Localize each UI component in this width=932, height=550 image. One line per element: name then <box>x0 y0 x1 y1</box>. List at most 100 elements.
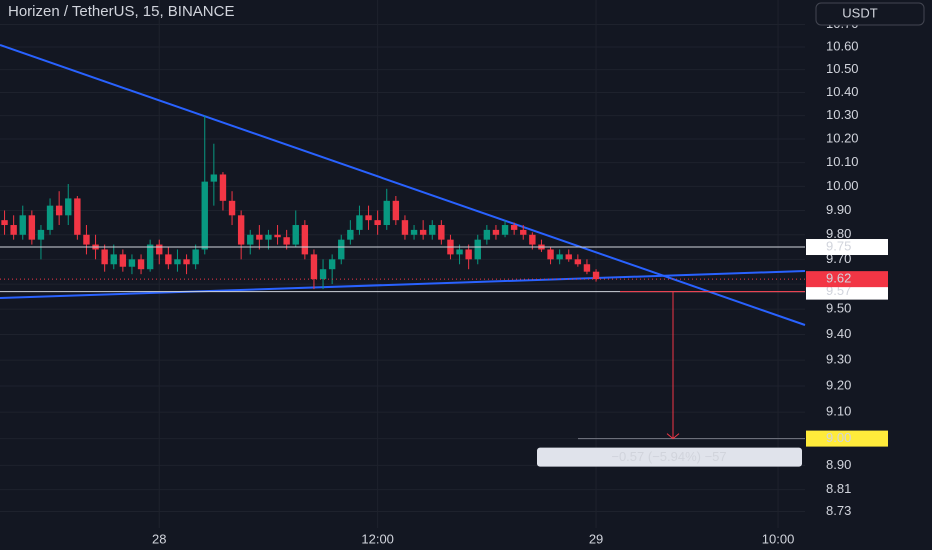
candle-body <box>37 229 45 240</box>
y-tick-label: 8.90 <box>826 457 851 472</box>
candle-body <box>483 229 491 240</box>
candle-body <box>146 244 154 270</box>
candle-body <box>456 249 463 255</box>
candle-body <box>419 229 427 235</box>
y-tick-label: 9.30 <box>826 352 851 367</box>
candle-body <box>529 234 536 245</box>
candle-body <box>201 181 208 250</box>
measure-label: −0.57 (−5.94%) −57 <box>611 449 726 464</box>
y-tick-label: 10.60 <box>826 38 859 53</box>
y-tick-label: 9.20 <box>826 377 851 392</box>
candle-body <box>192 249 199 265</box>
candle-body <box>465 249 472 260</box>
price-label: 9.00 <box>826 430 851 445</box>
candle-body <box>520 229 527 235</box>
candle-body <box>501 225 509 235</box>
candle-body <box>319 269 327 280</box>
x-tick-label: 10:00 <box>762 531 795 546</box>
candle-body <box>55 205 63 216</box>
candle-body <box>65 198 72 216</box>
y-tick-label: 9.40 <box>826 326 851 341</box>
candle-body <box>429 225 436 235</box>
candle-body <box>237 215 245 245</box>
candle-body <box>74 198 81 235</box>
candle-body <box>574 259 582 265</box>
candle-body <box>19 215 26 235</box>
y-tick-label: 9.80 <box>826 226 851 241</box>
candle-body <box>510 225 518 230</box>
y-tick-label: 10.50 <box>826 61 859 76</box>
candles <box>1 115 600 290</box>
trend-line <box>0 44 806 326</box>
currency-button[interactable] <box>815 2 925 26</box>
candle-body <box>137 259 145 270</box>
candle-body <box>10 225 17 235</box>
annotations: 10.7010.6010.5010.4010.3010.2010.1010.00… <box>0 16 888 546</box>
price-box <box>806 271 888 288</box>
candle-body <box>283 237 290 245</box>
price-box <box>806 239 888 256</box>
price-label: 9.75 <box>826 238 851 253</box>
y-tick-label: 10.00 <box>826 178 859 193</box>
candle-body <box>165 254 172 265</box>
candle-body <box>492 229 500 235</box>
candle-body <box>183 259 190 265</box>
candle-body <box>210 174 218 182</box>
y-tick-label: 9.90 <box>826 202 851 217</box>
candle-body <box>128 259 136 267</box>
candle-body <box>292 225 299 245</box>
measure-box <box>537 447 802 467</box>
candle-body <box>1 220 8 226</box>
candle-body <box>583 264 591 272</box>
y-tick-label: 8.73 <box>826 503 851 518</box>
y-tick-label: 10.10 <box>826 154 859 169</box>
candle-body <box>410 229 418 235</box>
candle-body <box>547 249 554 260</box>
x-tick-label: 12:00 <box>361 531 394 546</box>
candle-body <box>328 259 336 270</box>
arrow-head <box>666 433 680 440</box>
candle-body <box>401 220 409 235</box>
candle-body <box>156 244 163 255</box>
candle-body <box>565 254 572 260</box>
candle-body <box>474 239 481 260</box>
candle-body <box>274 234 281 238</box>
candle-body <box>256 234 263 240</box>
candle-body <box>28 215 36 240</box>
y-tick-label: 10.20 <box>826 130 859 145</box>
candle-body <box>356 215 363 230</box>
candle-body <box>438 225 445 240</box>
candle-body <box>228 200 236 216</box>
price-box <box>806 283 888 300</box>
chart-title: Horizen / TetherUS, 15, BINANCE <box>8 3 234 20</box>
candle-body <box>383 200 390 226</box>
y-tick-label: 10.40 <box>826 84 859 99</box>
candle-body <box>174 259 181 265</box>
candle-body <box>392 200 400 221</box>
candle-body <box>592 271 600 280</box>
currency-label[interactable]: USDT <box>842 5 877 20</box>
candle-body <box>310 254 318 280</box>
price-box <box>806 430 888 447</box>
y-tick-label: 9.10 <box>826 404 851 419</box>
candle-body <box>110 254 117 265</box>
y-tick-label: 8.81 <box>826 481 851 496</box>
price-label: 9.62 <box>826 271 851 286</box>
candle-body <box>265 234 272 240</box>
candle-body <box>365 215 372 221</box>
candle-body <box>247 234 254 245</box>
candle-body <box>556 254 563 260</box>
candle-body <box>301 225 309 255</box>
candle-body <box>83 234 90 245</box>
y-tick-label: 10.30 <box>826 107 859 122</box>
candle-body <box>347 229 354 240</box>
candle-body <box>119 254 127 267</box>
trend-line <box>0 270 806 299</box>
candle-body <box>338 239 345 260</box>
x-tick-label: 29 <box>589 531 603 546</box>
x-tick-label: 28 <box>152 531 166 546</box>
candle-body <box>374 220 381 226</box>
candle-body <box>101 249 108 265</box>
